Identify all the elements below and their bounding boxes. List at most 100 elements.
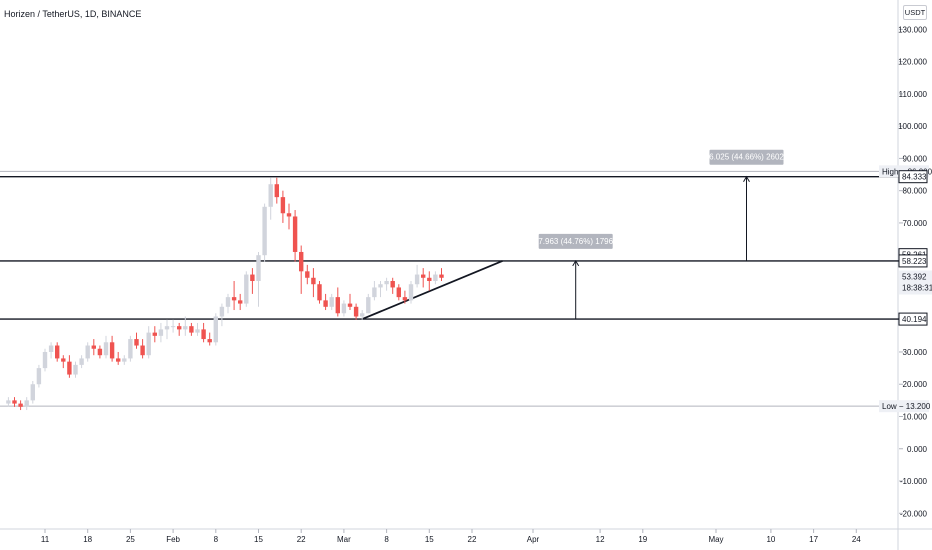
candle xyxy=(231,297,237,301)
x-tick-label: 8 xyxy=(384,535,389,544)
candle xyxy=(353,306,359,317)
candle xyxy=(30,384,35,401)
candle xyxy=(414,274,420,285)
x-tick-label: May xyxy=(708,535,723,544)
candle xyxy=(18,403,23,407)
candle xyxy=(158,329,164,336)
y-tick-label: 30.000 xyxy=(903,348,928,357)
candle xyxy=(164,326,170,330)
candle xyxy=(12,400,17,404)
candle xyxy=(250,274,255,282)
x-tick-label: 15 xyxy=(254,535,263,544)
candle xyxy=(341,303,347,314)
candle xyxy=(323,300,328,307)
candle xyxy=(140,345,145,356)
trendline xyxy=(361,260,503,320)
measure-label: 26.025 (44.66%) 26025 xyxy=(705,153,789,162)
x-tick-label: Mar xyxy=(337,535,351,544)
upper-price-label: 84.333 xyxy=(902,173,927,182)
low-label-bg xyxy=(879,400,929,413)
candle xyxy=(433,274,438,282)
candle xyxy=(372,287,377,298)
y-tick-label: 80.000 xyxy=(903,187,928,196)
candle xyxy=(24,400,29,407)
candle xyxy=(79,358,84,365)
x-tick-label: 12 xyxy=(596,535,605,544)
candle xyxy=(256,255,261,282)
support-price-label: 40.194 xyxy=(902,315,927,324)
currency-badge[interactable]: USDT xyxy=(903,5,927,20)
x-tick-label: 17 xyxy=(809,535,818,544)
candle xyxy=(91,345,96,349)
candle xyxy=(6,400,11,404)
countdown-label: 18:38:31 xyxy=(902,284,932,293)
candle xyxy=(262,206,267,256)
candle xyxy=(439,274,444,278)
y-tick-label: -20.000 xyxy=(900,509,928,518)
candle xyxy=(390,281,395,288)
candle xyxy=(292,216,298,252)
candle xyxy=(116,358,121,362)
candle xyxy=(61,358,66,362)
x-tick-label: 22 xyxy=(468,535,477,544)
x-tick-label: 18 xyxy=(83,535,92,544)
x-tick-label: Feb xyxy=(166,535,180,544)
y-tick-label: 130.000 xyxy=(898,25,927,34)
candle xyxy=(97,348,103,356)
candle xyxy=(55,345,60,359)
x-tick-label: 24 xyxy=(852,535,861,544)
chart-title: Horizen / TetherUS, 1D, BINANCE xyxy=(4,9,142,19)
x-tick-label: 8 xyxy=(214,535,219,544)
candle xyxy=(347,303,353,307)
x-tick-label: 25 xyxy=(126,535,135,544)
candle xyxy=(360,313,365,317)
current-price-bg xyxy=(899,270,932,295)
candle xyxy=(305,271,310,278)
candle xyxy=(329,297,334,307)
candle xyxy=(109,342,115,359)
y-tick-label: 120.000 xyxy=(898,58,927,67)
measure-label: 17.963 (44.76%) 17963 xyxy=(534,237,618,246)
candle xyxy=(128,339,133,359)
measure-badge xyxy=(538,233,613,249)
candle xyxy=(225,297,231,307)
candle xyxy=(378,284,383,288)
candle xyxy=(152,332,157,336)
candle xyxy=(244,274,249,304)
candle xyxy=(42,351,48,369)
candle xyxy=(384,281,389,285)
y-tick-label: -10.000 xyxy=(900,477,928,486)
candle xyxy=(317,284,322,301)
y-tick-label: 0.000 xyxy=(907,445,928,454)
candle xyxy=(103,342,109,356)
candle xyxy=(201,329,206,340)
candle xyxy=(122,358,127,362)
candle xyxy=(189,326,194,333)
resistance-price-label: 58.223 xyxy=(902,257,927,266)
candle xyxy=(195,329,200,333)
candle xyxy=(421,274,426,278)
candle xyxy=(366,297,371,314)
candle xyxy=(238,300,243,304)
candle xyxy=(335,297,340,314)
y-tick-label: 10.000 xyxy=(903,412,928,421)
candle xyxy=(177,326,182,330)
drawings: 17.963 (44.76%) 17963 26.025 (44.66%) 260… xyxy=(0,149,899,407)
candle xyxy=(146,332,151,356)
current-price-label: 53.392 xyxy=(902,273,927,282)
x-tick-label: 15 xyxy=(425,535,434,544)
candles xyxy=(6,177,444,411)
candle xyxy=(408,284,414,301)
candle xyxy=(280,197,286,214)
measure-arrowhead xyxy=(743,175,750,182)
low-label: Low − 13.200 xyxy=(882,402,931,411)
candle xyxy=(286,213,292,217)
y-tick-label: 70.000 xyxy=(903,219,928,228)
axis-labels: High − 86.00084.33358.26158.22340.194Low… xyxy=(879,165,932,413)
candle xyxy=(73,364,78,375)
candle xyxy=(170,326,176,328)
x-axis: 11 18 25 Feb 8 15 22 Mar 8 15 22 Apr 12 19 May 10 17 24 xyxy=(41,529,861,544)
x-tick-label: 11 xyxy=(41,535,50,544)
candle xyxy=(427,277,432,282)
